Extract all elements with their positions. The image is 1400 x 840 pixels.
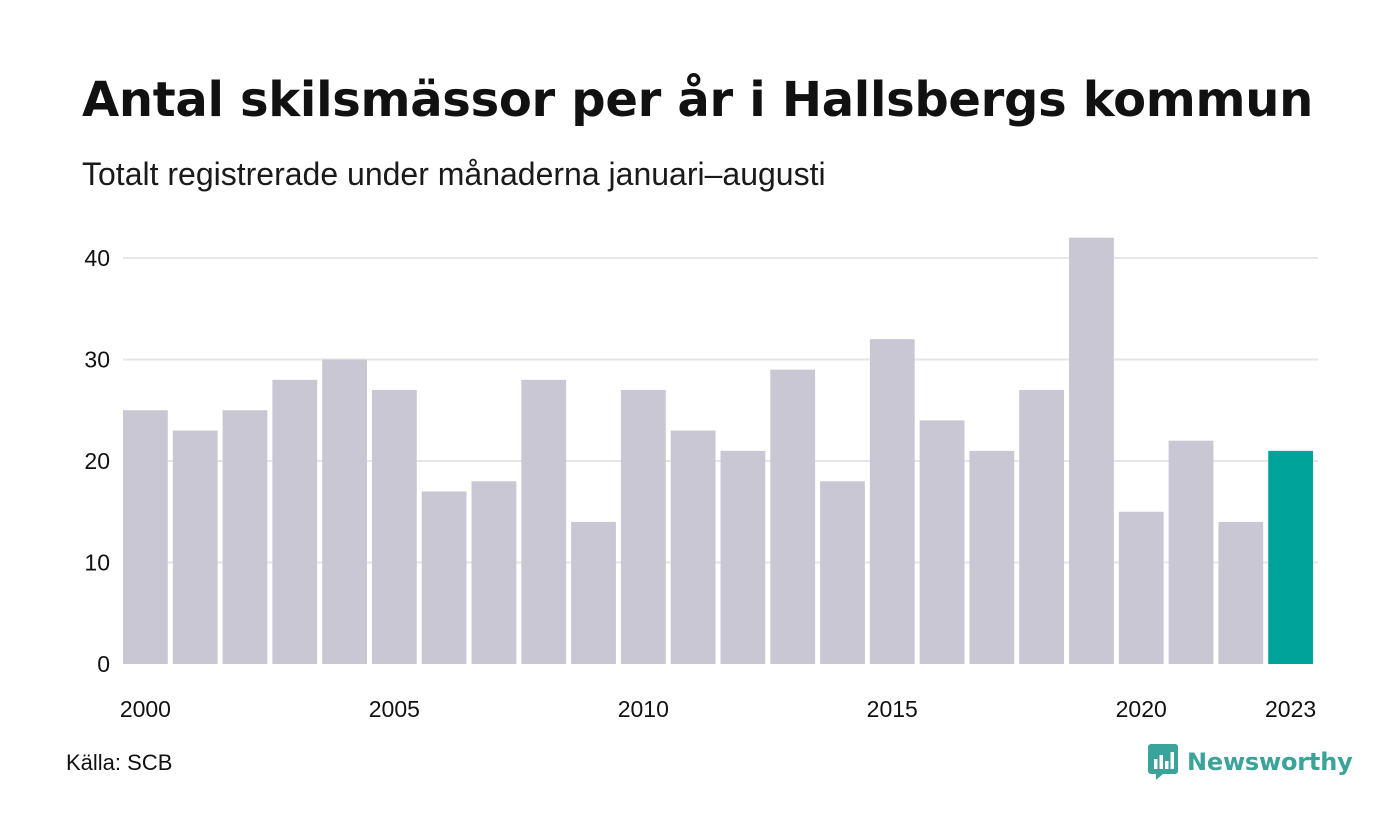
bar-2022: [1218, 521, 1264, 664]
bar-2006: [421, 491, 467, 664]
bar-2017: [969, 450, 1015, 664]
bar-2007: [471, 481, 517, 664]
x-tick-label: 2023: [1265, 696, 1316, 722]
bar-2001: [172, 430, 218, 664]
bar-2004: [322, 359, 367, 664]
bars: [123, 237, 1313, 664]
source-label: Källa: SCB: [66, 750, 173, 775]
y-tick-label: 0: [97, 651, 110, 677]
bar-2011: [670, 430, 716, 664]
bar-2016: [919, 420, 965, 664]
logo-text: Newsworthy: [1187, 748, 1353, 776]
x-tick-label: 2020: [1116, 696, 1167, 722]
bar-2023: [1268, 450, 1313, 664]
bar-2009: [571, 521, 616, 664]
y-tick-label: 10: [84, 550, 110, 576]
x-tick-label: 2005: [369, 696, 420, 722]
bar-2003: [272, 379, 318, 664]
y-tick-label: 20: [84, 448, 110, 474]
y-tick-label: 40: [84, 245, 110, 271]
bar-2012: [720, 450, 766, 664]
bar-2013: [770, 369, 816, 664]
newsworthy-logo: Newsworthy: [1148, 744, 1353, 780]
x-tick-label: 2000: [120, 696, 171, 722]
y-axis-ticks: 0 10 20 30 40: [84, 245, 110, 677]
bar-2015: [869, 339, 915, 664]
x-tick-label: 2015: [867, 696, 918, 722]
bar-chart-speech-bubble-icon: [1148, 744, 1178, 780]
bar-2010: [620, 389, 666, 664]
bar-2018: [1019, 389, 1065, 664]
bar-2005: [371, 389, 417, 664]
y-tick-label: 30: [84, 347, 110, 373]
bar-2021: [1168, 440, 1214, 664]
bar-2019: [1069, 237, 1114, 664]
chart-subtitle: Totalt registrerade under månaderna janu…: [82, 156, 826, 192]
chart-title: Antal skilsmässor per år i Hallsbergs ko…: [82, 72, 1313, 128]
bar-2014: [820, 481, 865, 664]
bar-2020: [1118, 511, 1164, 664]
bar-chart: 0 10 20 30 40 2000 2005 2010 2015 2020 2023: [84, 237, 1318, 722]
x-axis-ticks: 2000 2005 2010 2015 2020 2023: [120, 696, 1316, 722]
bar-2000: [123, 410, 168, 664]
bar-2002: [222, 410, 268, 664]
bar-2008: [521, 379, 567, 664]
x-tick-label: 2010: [618, 696, 669, 722]
